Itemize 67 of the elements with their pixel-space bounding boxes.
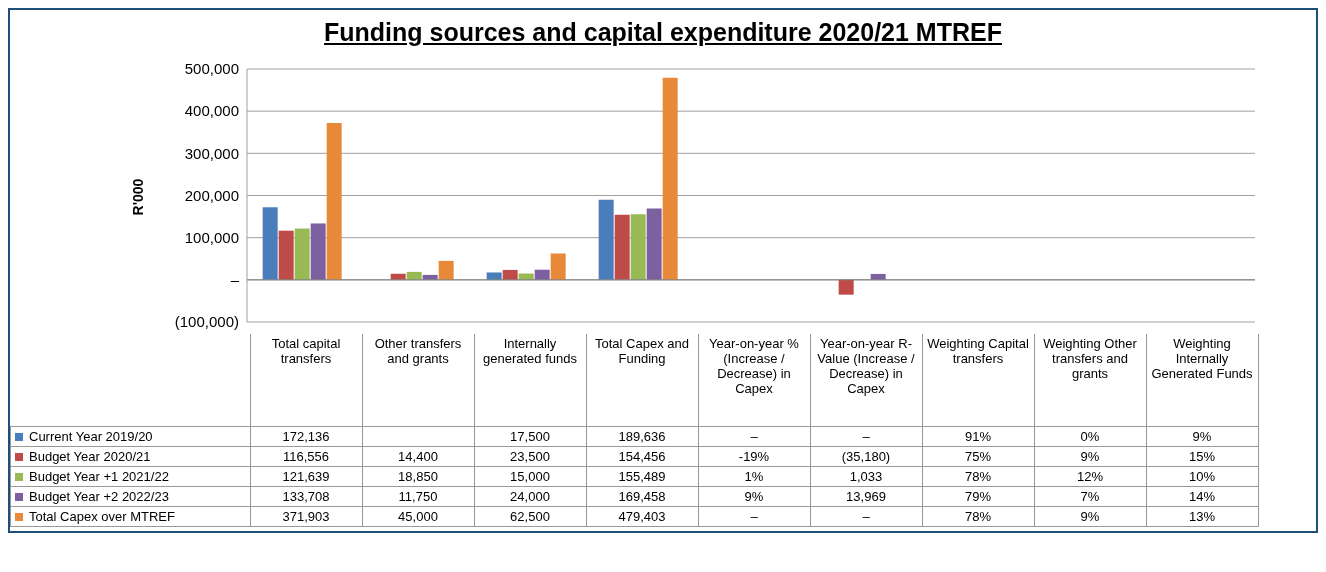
data-label: 17,500 <box>474 426 586 446</box>
y-tick-label: 200,000 <box>184 186 239 204</box>
legend-label: Current Year 2019/20 <box>10 426 250 446</box>
data-label: 133,708 <box>250 486 362 506</box>
y-tick-label: (100,000) <box>174 313 239 331</box>
data-label: 121,639 <box>250 466 362 486</box>
x-tick-label: Weighting Other transfers and grants <box>1034 334 1146 426</box>
x-tick-label: Year-on-year % (Increase / Decrease) in Capex <box>698 334 810 426</box>
data-label: 116,556 <box>250 446 362 466</box>
data-label: 13% <box>1146 506 1258 526</box>
data-label: 9% <box>1146 426 1258 446</box>
y-tick-label: 400,000 <box>184 102 239 120</box>
y-tick-label: 100,000 <box>184 228 239 246</box>
x-tick-label: Internally generated funds <box>474 334 586 426</box>
y-axis-title: R'000 <box>130 178 147 216</box>
data-label: 189,636 <box>586 426 698 446</box>
data-label: 15,000 <box>474 466 586 486</box>
data-label: – <box>698 426 810 446</box>
data-label: – <box>698 506 810 526</box>
data-label: 11,750 <box>362 486 474 506</box>
data-label: – <box>810 506 922 526</box>
data-label: – <box>810 426 922 446</box>
data-label: 169,458 <box>586 486 698 506</box>
x-tick-label: Weighting Capital transfers <box>922 334 1034 426</box>
data-label: 371,903 <box>250 506 362 526</box>
data-label: 45,000 <box>362 506 474 526</box>
data-label: 9% <box>1034 446 1146 466</box>
data-label: 12% <box>1034 466 1146 486</box>
y-tick-label: 300,000 <box>184 144 239 162</box>
x-tick-label: Total capital transfers <box>250 334 362 426</box>
data-label: 78% <box>922 506 1034 526</box>
data-label: 14% <box>1146 486 1258 506</box>
data-label: 23,500 <box>474 446 586 466</box>
data-label: 18,850 <box>362 466 474 486</box>
data-label: -19% <box>698 446 810 466</box>
data-label: 0% <box>1034 426 1146 446</box>
data-label: 13,969 <box>810 486 922 506</box>
data-label: 79% <box>922 486 1034 506</box>
legend-label: Budget Year 2020/21 <box>10 446 250 466</box>
data-label: 10% <box>1146 466 1258 486</box>
data-label: 78% <box>922 466 1034 486</box>
data-label: 172,136 <box>250 426 362 446</box>
x-tick-label: Total Capex and Funding <box>586 334 698 426</box>
legend-label: Total Capex over MTREF <box>10 506 250 526</box>
x-tick-label: Year-on-year R-Value (Increase / Decrease) in Capex <box>810 334 922 426</box>
y-tick-label: – <box>230 271 240 289</box>
data-label: 75% <box>922 446 1034 466</box>
data-label: 62,500 <box>474 506 586 526</box>
data-label: 14,400 <box>362 446 474 466</box>
data-label: 7% <box>1034 486 1146 506</box>
data-label: 91% <box>922 426 1034 446</box>
legend-label: Budget Year +1 2021/22 <box>10 466 250 486</box>
data-label: 155,489 <box>586 466 698 486</box>
data-label: 479,403 <box>586 506 698 526</box>
x-tick-label: Other transfers and grants <box>362 334 474 426</box>
data-label: 1,033 <box>810 466 922 486</box>
legend-label: Budget Year +2 2022/23 <box>10 486 250 506</box>
chart-title: Funding sources and capital expenditure 2020/21 MTREF <box>323 18 1003 47</box>
data-label: 24,000 <box>474 486 586 506</box>
y-tick-label: 500,000 <box>184 60 239 78</box>
data-label: 1% <box>698 466 810 486</box>
x-tick-label: Weighting Internally Generated Funds <box>1146 334 1258 426</box>
data-label: 15% <box>1146 446 1258 466</box>
data-label: 9% <box>698 486 810 506</box>
data-label: 9% <box>1034 506 1146 526</box>
data-label: (35,180) <box>810 446 922 466</box>
data-label: 154,456 <box>586 446 698 466</box>
